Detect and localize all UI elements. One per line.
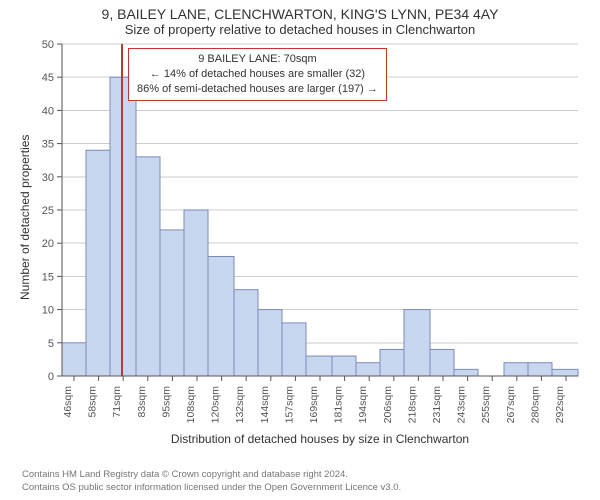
svg-text:25: 25 bbox=[42, 205, 54, 217]
svg-text:169sqm: 169sqm bbox=[308, 386, 320, 424]
svg-text:231sqm: 231sqm bbox=[431, 386, 443, 424]
svg-text:45: 45 bbox=[42, 72, 54, 84]
svg-text:194sqm: 194sqm bbox=[357, 386, 369, 424]
svg-text:157sqm: 157sqm bbox=[283, 386, 295, 424]
svg-text:95sqm: 95sqm bbox=[160, 386, 172, 418]
svg-text:292sqm: 292sqm bbox=[554, 386, 566, 424]
annotation-line-1: 9 BAILEY LANE: 70sqm bbox=[137, 52, 378, 67]
footer-line-1: Contains HM Land Registry data © Crown c… bbox=[22, 469, 401, 481]
annotation-line-3: 86% of semi-detached houses are larger (… bbox=[137, 82, 378, 97]
svg-text:120sqm: 120sqm bbox=[210, 386, 222, 424]
svg-text:267sqm: 267sqm bbox=[505, 386, 517, 424]
svg-text:218sqm: 218sqm bbox=[406, 386, 418, 424]
svg-text:5: 5 bbox=[48, 338, 54, 350]
svg-text:46sqm: 46sqm bbox=[62, 386, 74, 418]
svg-text:30: 30 bbox=[42, 172, 54, 184]
svg-text:0: 0 bbox=[48, 371, 54, 383]
svg-text:40: 40 bbox=[42, 105, 54, 117]
svg-text:206sqm: 206sqm bbox=[382, 386, 394, 424]
footer-line-2: Contains OS public sector information li… bbox=[22, 482, 401, 494]
x-axis-title: Distribution of detached houses by size … bbox=[62, 432, 578, 446]
svg-text:71sqm: 71sqm bbox=[111, 386, 123, 418]
svg-text:20: 20 bbox=[42, 238, 54, 250]
svg-text:10: 10 bbox=[42, 305, 54, 317]
y-axis-title: Number of detached properties bbox=[18, 135, 32, 300]
svg-text:15: 15 bbox=[42, 271, 54, 283]
svg-text:280sqm: 280sqm bbox=[529, 386, 541, 424]
annotation-callout: 9 BAILEY LANE: 70sqm ← 14% of detached h… bbox=[128, 48, 387, 101]
svg-text:144sqm: 144sqm bbox=[259, 386, 271, 424]
svg-text:108sqm: 108sqm bbox=[185, 386, 197, 424]
svg-text:255sqm: 255sqm bbox=[480, 386, 492, 424]
svg-text:35: 35 bbox=[42, 139, 54, 151]
svg-text:243sqm: 243sqm bbox=[456, 386, 468, 424]
annotation-line-2: ← 14% of detached houses are smaller (32… bbox=[137, 67, 378, 82]
svg-text:50: 50 bbox=[42, 39, 54, 51]
svg-text:181sqm: 181sqm bbox=[333, 386, 345, 424]
svg-text:83sqm: 83sqm bbox=[136, 386, 148, 418]
chart-container: 9, BAILEY LANE, CLENCHWARTON, KING'S LYN… bbox=[0, 0, 600, 500]
svg-text:132sqm: 132sqm bbox=[234, 386, 246, 424]
svg-text:58sqm: 58sqm bbox=[87, 386, 99, 418]
attribution-footer: Contains HM Land Registry data © Crown c… bbox=[22, 469, 401, 494]
